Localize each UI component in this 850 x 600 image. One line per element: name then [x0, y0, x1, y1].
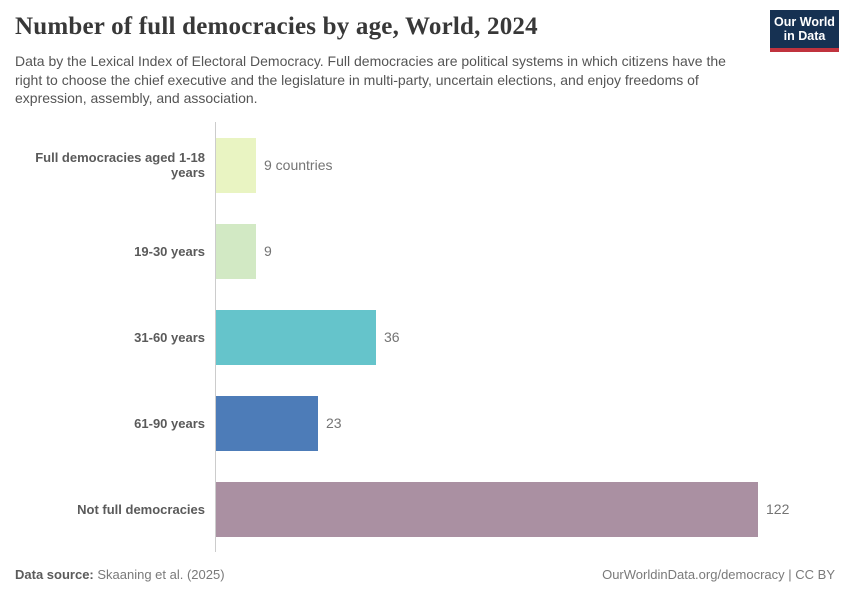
data-source: Data source: Skaaning et al. (2025) — [15, 567, 225, 582]
bar-cell: 36 — [215, 294, 850, 380]
chart-row: Full democracies aged 1-18 years 9 count… — [0, 122, 850, 208]
bar-rows: Full democracies aged 1-18 years 9 count… — [0, 122, 850, 552]
chart-title: Number of full democracies by age, World… — [15, 13, 538, 40]
chart-row: 61-90 years 23 — [0, 380, 850, 466]
owid-link[interactable]: OurWorldinData.org/democracy — [602, 567, 785, 582]
data-source-value: Skaaning et al. (2025) — [93, 567, 225, 582]
chart-subtitle: Data by the Lexical Index of Electoral D… — [15, 53, 726, 106]
owid-logo[interactable]: Our World in Data — [770, 10, 839, 52]
chart-footer: Data source: Skaaning et al. (2025) OurW… — [15, 567, 835, 582]
bar[interactable] — [216, 481, 758, 537]
category-label: 61-90 years — [134, 415, 205, 431]
bar[interactable] — [216, 309, 376, 365]
chart-row: 19-30 years 9 — [0, 208, 850, 294]
license-label: CC BY — [795, 567, 835, 582]
category-label: 31-60 years — [134, 329, 205, 345]
bar-cell: 23 — [215, 380, 850, 466]
owid-logo-line1: Our World — [774, 15, 835, 29]
value-label: 23 — [326, 415, 342, 431]
bar-cell: 9 countries — [215, 122, 850, 208]
bar-cell: 9 — [215, 208, 850, 294]
footer-separator: | — [784, 567, 796, 582]
category-label: 19-30 years — [134, 243, 205, 259]
value-label: 9 countries — [264, 157, 333, 173]
bar[interactable] — [216, 137, 256, 193]
bar-cell: 122 — [215, 466, 850, 552]
value-label: 9 — [264, 243, 272, 259]
value-label: 36 — [384, 329, 400, 345]
bar[interactable] — [216, 223, 256, 279]
chart-row: 31-60 years 36 — [0, 294, 850, 380]
bar-chart: Full democracies aged 1-18 years 9 count… — [0, 122, 850, 552]
bar[interactable] — [216, 395, 318, 451]
category-label: Not full democracies — [77, 501, 205, 517]
owid-logo-line2: in Data — [783, 29, 826, 43]
category-label: Full democracies aged 1-18 years — [35, 150, 205, 180]
chart-row: Not full democracies 122 — [0, 466, 850, 552]
value-label: 122 — [766, 501, 790, 517]
footer-right: OurWorldinData.org/democracy | CC BY — [602, 567, 835, 582]
data-source-label: Data source: — [15, 567, 94, 582]
